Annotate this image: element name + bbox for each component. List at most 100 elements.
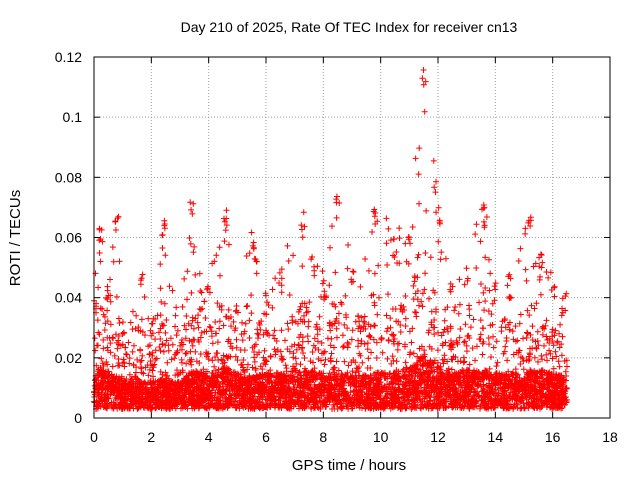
data-point (301, 365, 308, 372)
data-point (96, 369, 103, 376)
data-point (91, 335, 98, 342)
data-point (146, 351, 153, 358)
data-point (443, 367, 450, 374)
data-point (149, 367, 156, 374)
data-point (335, 388, 342, 395)
data-point (460, 354, 467, 361)
data-point (417, 374, 424, 381)
data-point (188, 289, 195, 296)
data-point (224, 381, 231, 388)
data-point (153, 355, 160, 362)
data-point (549, 337, 556, 344)
data-point (268, 373, 275, 380)
data-point (208, 373, 215, 380)
data-point (506, 326, 513, 333)
data-point (522, 230, 529, 237)
data-point (104, 307, 111, 314)
data-point (157, 285, 164, 292)
data-point (165, 342, 172, 349)
data-point (339, 332, 346, 339)
data-point (200, 372, 207, 379)
data-point (192, 315, 199, 322)
data-point (333, 325, 340, 332)
data-point (173, 350, 180, 357)
data-point (342, 292, 349, 299)
data-point (435, 238, 442, 245)
data-point (385, 225, 392, 232)
data-point (200, 366, 207, 373)
data-point (435, 376, 442, 383)
data-point (113, 293, 120, 300)
data-point (507, 294, 514, 301)
data-point (364, 340, 371, 347)
data-point (384, 355, 391, 362)
data-point (314, 263, 321, 270)
data-point (141, 294, 148, 301)
data-point (558, 341, 565, 348)
data-point (179, 404, 186, 411)
data-point (129, 308, 136, 315)
data-point (545, 274, 552, 281)
data-point (509, 328, 516, 335)
data-point (99, 305, 106, 312)
data-point (103, 403, 110, 410)
data-point (508, 380, 515, 387)
data-point (386, 399, 393, 406)
data-point (335, 320, 342, 327)
data-point (378, 334, 385, 341)
data-point (312, 400, 319, 407)
data-point (244, 383, 251, 390)
data-point (251, 376, 258, 383)
data-point (130, 342, 137, 349)
data-point (402, 315, 409, 322)
data-point (334, 334, 341, 341)
data-point (283, 365, 290, 372)
data-point (328, 389, 335, 396)
data-point (217, 272, 224, 279)
data-point (529, 345, 536, 352)
data-point (191, 243, 198, 250)
data-point (152, 336, 159, 343)
data-point (232, 353, 239, 360)
data-point (101, 327, 108, 334)
data-point (166, 283, 173, 290)
data-point (511, 401, 518, 408)
data-point (401, 341, 408, 348)
data-point (181, 393, 188, 400)
data-point (396, 235, 403, 242)
data-point (461, 358, 468, 365)
data-point (263, 358, 270, 365)
data-point (546, 347, 553, 354)
data-point (195, 324, 202, 331)
data-point (208, 328, 215, 335)
data-point (510, 351, 517, 358)
data-point (193, 368, 200, 375)
data-point (172, 312, 179, 319)
data-point (222, 227, 229, 234)
data-point (188, 400, 195, 407)
data-point (364, 346, 371, 353)
data-point (316, 370, 323, 377)
data-point (410, 350, 417, 357)
data-point (554, 339, 561, 346)
data-point (491, 392, 498, 399)
data-point (520, 335, 527, 342)
data-point (228, 323, 235, 330)
data-point (138, 369, 145, 376)
data-point (143, 381, 150, 388)
data-point (538, 252, 545, 259)
data-point (487, 322, 494, 329)
data-point (563, 373, 570, 380)
data-point (509, 369, 516, 376)
data-point (368, 292, 375, 299)
data-point (115, 341, 122, 348)
data-point (406, 391, 413, 398)
data-point (365, 321, 372, 328)
data-point (278, 266, 285, 273)
data-point (225, 306, 232, 313)
data-point (190, 249, 197, 256)
data-point (241, 392, 248, 399)
data-point (179, 303, 186, 310)
data-point (414, 296, 421, 303)
